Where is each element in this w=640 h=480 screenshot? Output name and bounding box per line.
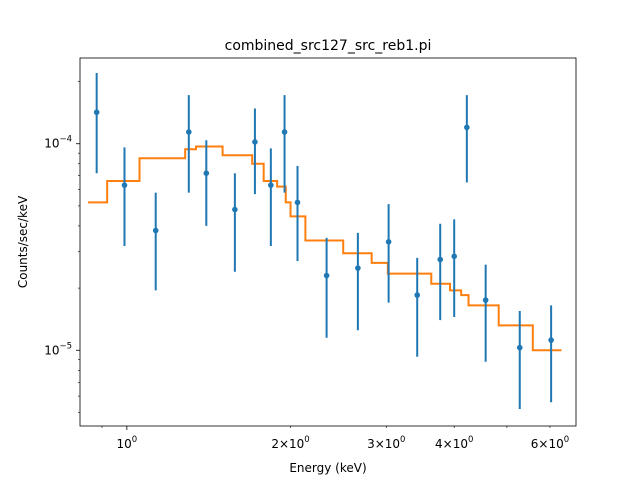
- plot-area: [87, 72, 562, 409]
- data-point: [152, 227, 159, 234]
- data-point: [294, 199, 301, 206]
- data-point: [232, 206, 238, 213]
- data-point: [186, 129, 192, 135]
- x-tick-label: 3×100: [367, 435, 405, 451]
- data-point: [355, 265, 361, 271]
- x-tick-label: 2×100: [271, 435, 309, 451]
- data-point: [121, 182, 128, 188]
- data-point: [437, 256, 444, 263]
- data-point: [323, 272, 330, 279]
- data-point: [281, 129, 288, 135]
- data-point: [482, 297, 489, 303]
- x-tick-label: 4×100: [435, 435, 473, 451]
- x-axis-label: Energy (keV): [289, 461, 366, 475]
- data-point: [516, 344, 523, 351]
- x-tick-label: 6×100: [531, 435, 569, 451]
- data-point: [268, 182, 274, 188]
- data-point: [385, 239, 392, 245]
- data-point: [252, 139, 258, 145]
- y-tick-label: 10−5: [44, 341, 72, 357]
- chart-title: combined_src127_src_reb1.pi: [225, 38, 432, 54]
- data-point: [451, 253, 458, 260]
- x-tick-label: 100: [117, 435, 138, 451]
- data-point: [203, 170, 210, 176]
- axes-frame: [79, 57, 577, 427]
- data-point: [464, 124, 470, 131]
- y-tick-label: 10−4: [44, 135, 72, 151]
- y-axis-label: Counts/sec/keV: [16, 195, 30, 288]
- data-point: [414, 292, 421, 298]
- data-point: [548, 337, 554, 343]
- data-point: [93, 109, 100, 116]
